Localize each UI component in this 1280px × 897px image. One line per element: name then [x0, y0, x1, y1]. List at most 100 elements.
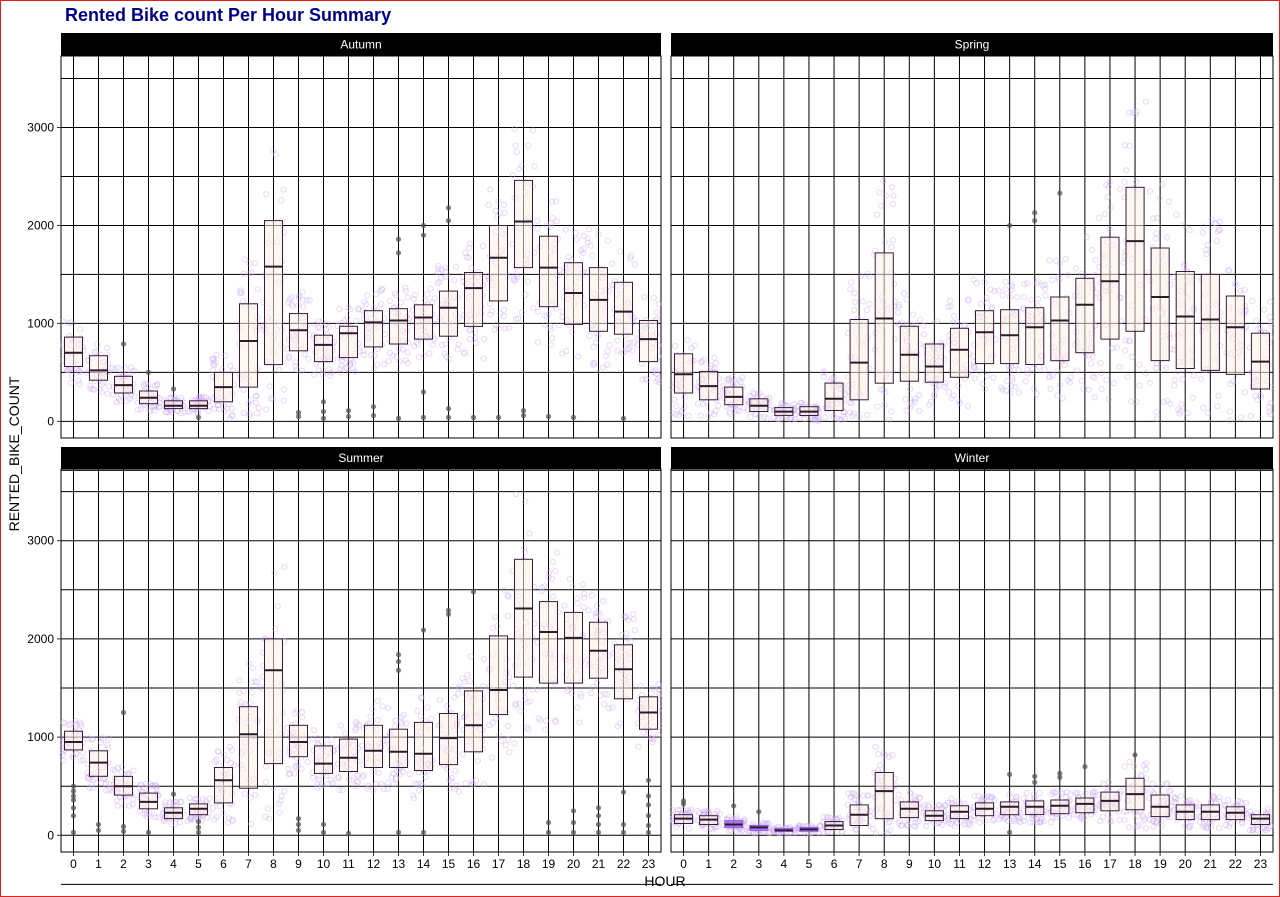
data-point [1091, 374, 1098, 381]
data-point [448, 774, 455, 782]
data-point [988, 795, 995, 803]
data-point [1109, 345, 1116, 352]
data-point [1105, 779, 1113, 786]
box-iqr [64, 730, 83, 751]
data-point [1122, 337, 1129, 344]
data-point [833, 415, 840, 422]
data-point [605, 618, 612, 625]
outlier-point [680, 798, 687, 804]
data-point [246, 412, 253, 419]
box-iqr [1100, 236, 1120, 340]
data-point [904, 821, 911, 828]
data-point [1126, 338, 1133, 345]
data-point [987, 286, 994, 293]
data-point [310, 735, 317, 742]
outlier-point [645, 829, 652, 836]
data-point [935, 382, 943, 389]
data-point [393, 776, 400, 783]
data-point [300, 303, 307, 310]
data-point [143, 810, 150, 817]
data-point [1164, 234, 1171, 241]
data-point [286, 770, 294, 777]
data-point [156, 404, 163, 411]
data-point [497, 310, 504, 317]
data-point [248, 269, 255, 276]
data-point [203, 394, 210, 401]
box-iqr [364, 310, 383, 348]
outlier-point [570, 414, 577, 420]
data-point [275, 366, 282, 373]
data-point [897, 822, 905, 829]
data-point [1133, 398, 1140, 405]
data-point [698, 358, 705, 365]
data-point [378, 780, 385, 788]
data-point [511, 125, 518, 132]
data-point [840, 408, 847, 416]
data-point [1011, 818, 1018, 825]
data-point [1234, 797, 1241, 804]
data-point [1153, 819, 1160, 827]
data-point [1207, 823, 1215, 830]
data-point [1034, 278, 1042, 285]
data-point [1080, 814, 1087, 822]
data-point [505, 593, 512, 600]
outlier-point [1057, 190, 1063, 196]
outlier-point [645, 813, 652, 819]
data-point [853, 826, 860, 833]
data-point [982, 794, 990, 801]
data-point [1106, 226, 1113, 233]
data-point [1122, 142, 1129, 149]
data-point [1024, 280, 1031, 287]
data-point [1141, 817, 1148, 824]
data-point [989, 817, 996, 824]
box-iqr [339, 325, 358, 359]
data-point [1046, 257, 1053, 264]
data-point [286, 296, 294, 303]
x-tick-label: 16 [1078, 857, 1092, 871]
data-point [441, 350, 448, 357]
data-point [1210, 793, 1217, 800]
data-point [448, 777, 455, 784]
x-tick-label: 11 [342, 857, 355, 871]
data-point [370, 769, 377, 776]
data-point [400, 768, 407, 776]
data-point [64, 367, 71, 374]
data-point [709, 826, 716, 833]
data-point [1249, 297, 1256, 305]
data-point [337, 366, 344, 373]
data-point [951, 312, 958, 319]
data-point [98, 779, 105, 786]
data-point [1107, 204, 1114, 211]
outlier-point [295, 827, 302, 834]
data-point [545, 311, 552, 318]
data-point [1132, 111, 1139, 118]
data-point [568, 690, 576, 697]
data-point [1123, 167, 1130, 174]
data-point [105, 383, 113, 390]
box-iqr [89, 355, 108, 381]
outlier-point [370, 404, 377, 410]
data-point [695, 400, 702, 407]
x-tick-label: 20 [567, 857, 581, 871]
data-point [1001, 815, 1008, 823]
panel-frame [60, 468, 662, 853]
data-point [574, 600, 581, 607]
data-point [1216, 218, 1223, 225]
data-point [866, 300, 873, 308]
data-point [725, 814, 732, 821]
data-point [977, 300, 985, 307]
box-iqr [1200, 273, 1220, 371]
data-point [85, 735, 92, 742]
x-tick-label: 18 [517, 857, 531, 871]
data-point [1009, 283, 1016, 290]
data-point [593, 613, 600, 620]
chart-title: Rented Bike count Per Hour Summary [65, 5, 392, 25]
data-point [976, 819, 983, 826]
data-point [414, 707, 421, 715]
outlier-point [1082, 764, 1088, 770]
data-point [402, 287, 409, 294]
data-point [584, 239, 591, 246]
data-point [947, 303, 955, 310]
data-point [292, 764, 299, 771]
